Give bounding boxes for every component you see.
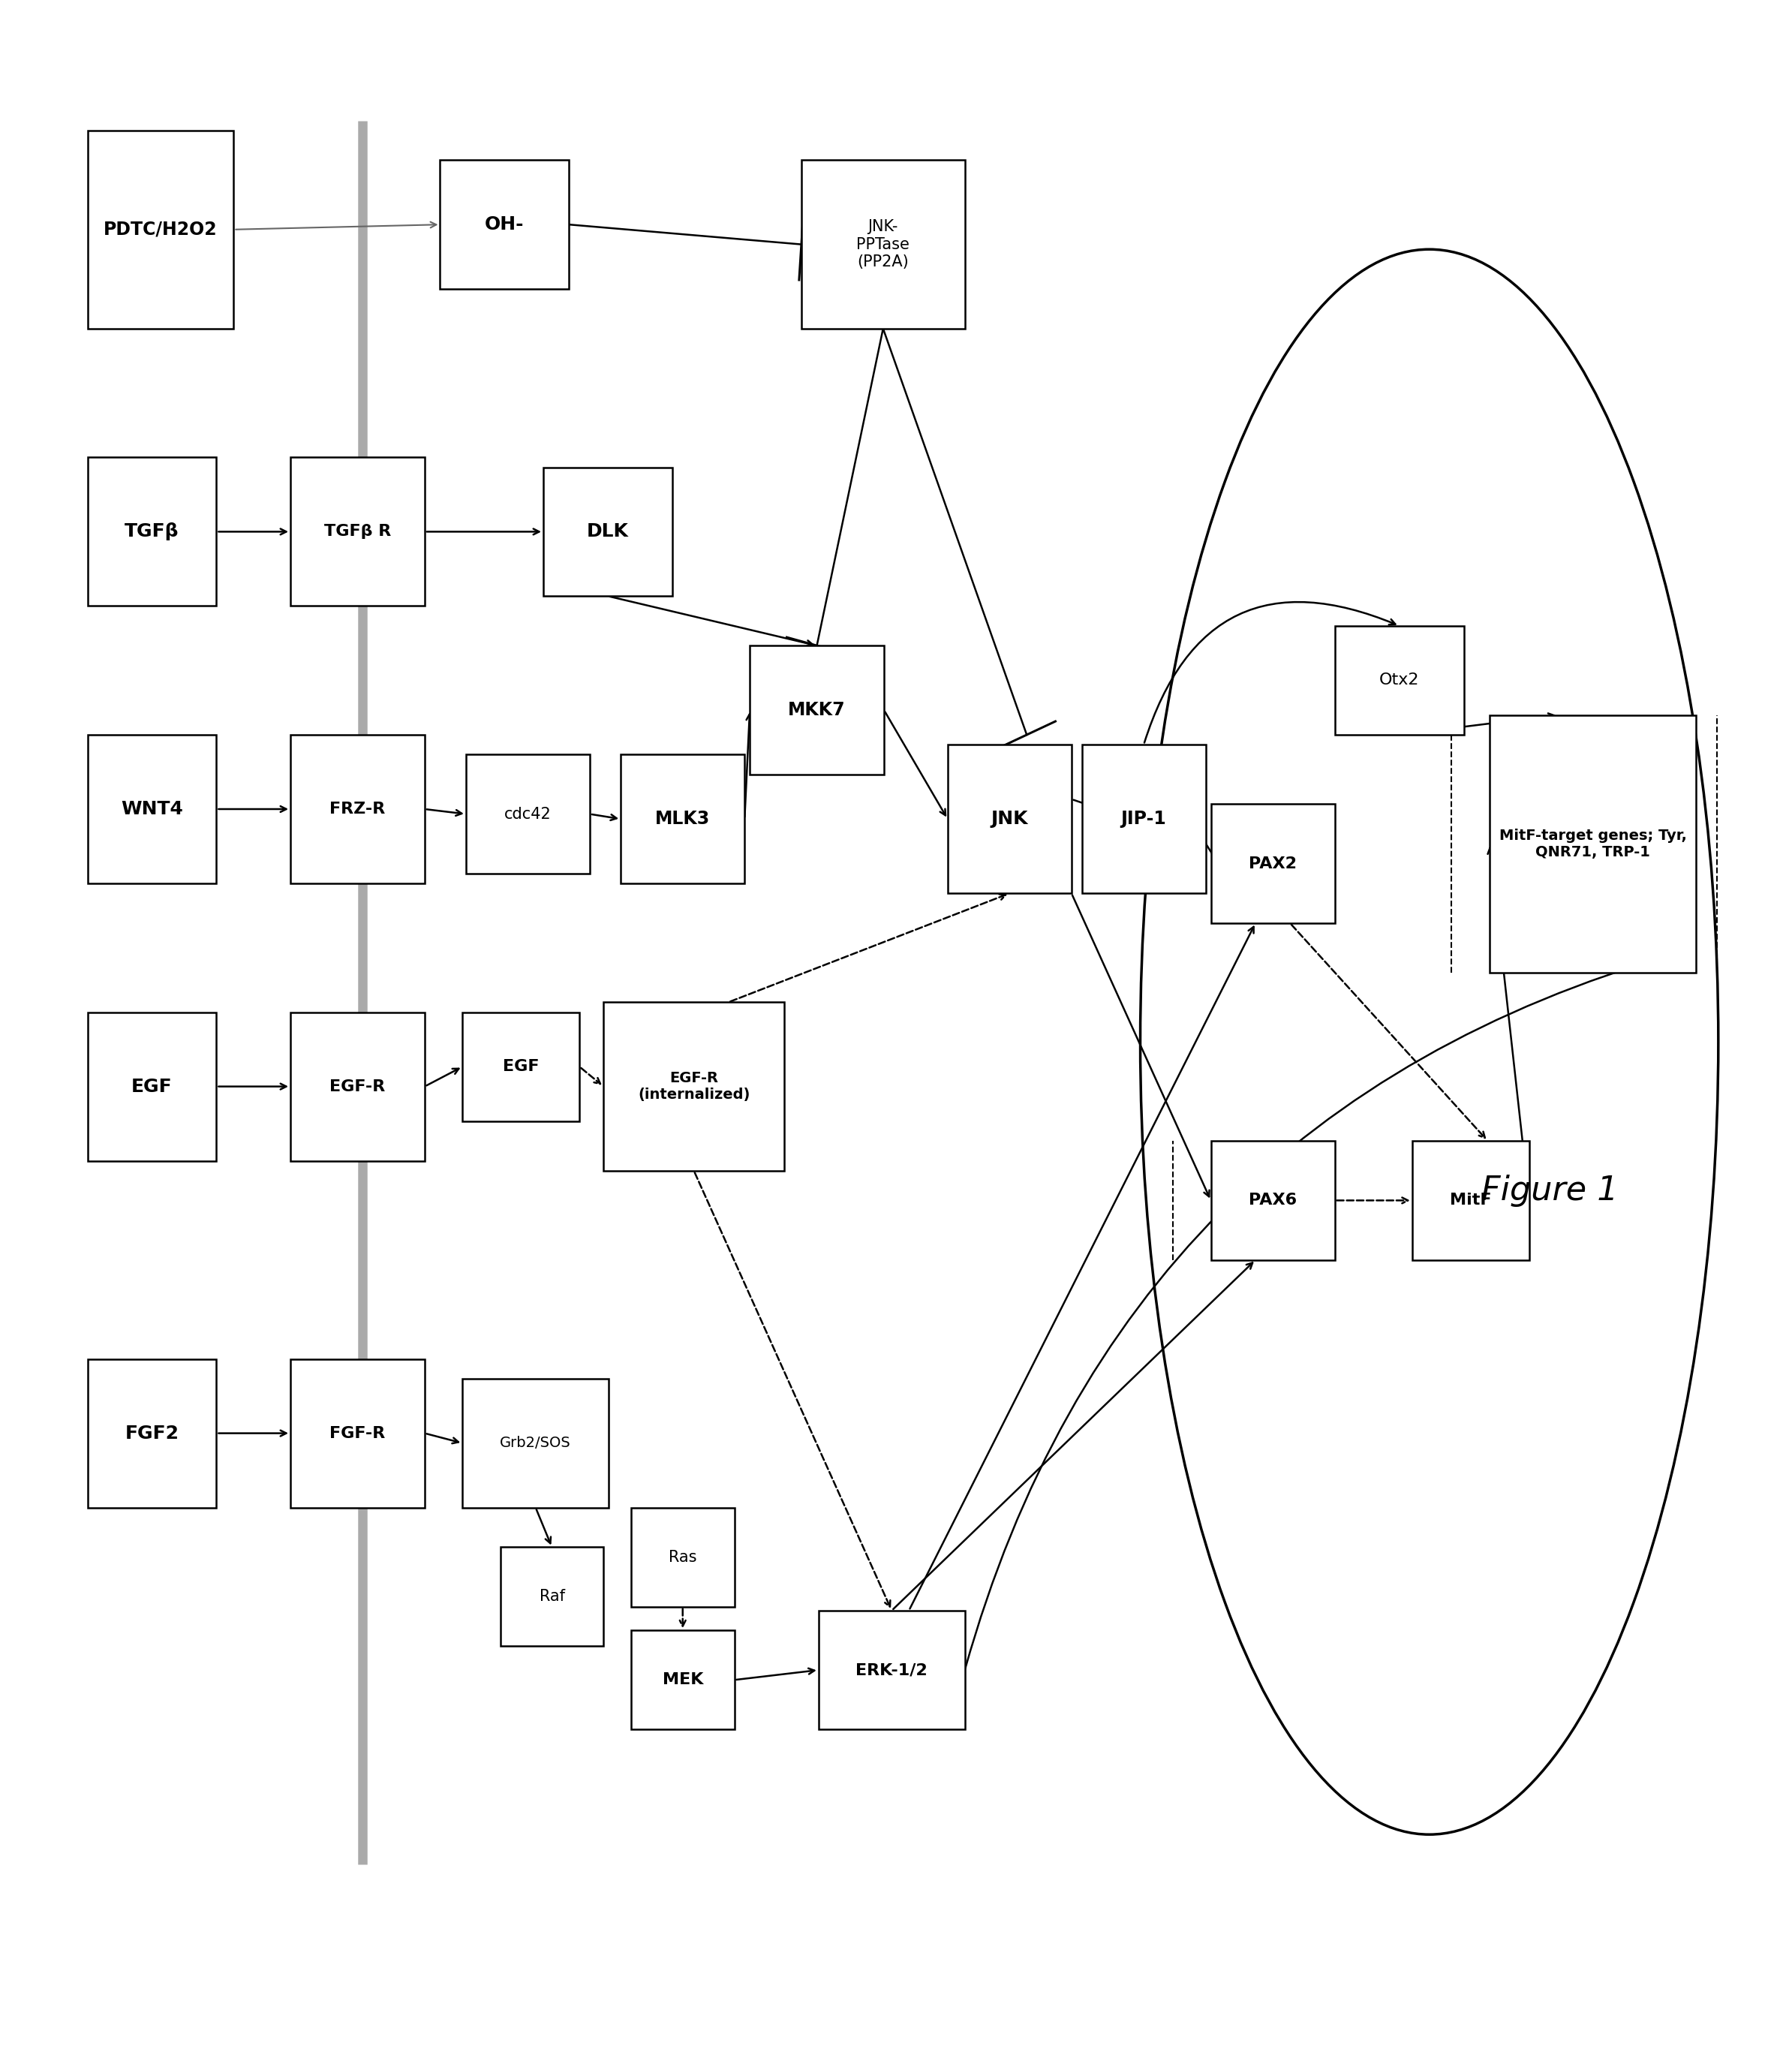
FancyBboxPatch shape [543,466,672,596]
FancyBboxPatch shape [801,161,964,328]
FancyBboxPatch shape [749,646,883,774]
Text: Grb2/SOS: Grb2/SOS [500,1437,572,1451]
FancyBboxPatch shape [466,755,590,873]
Text: Figure 1: Figure 1 [1482,1174,1618,1207]
Text: EGF-R
(internalized): EGF-R (internalized) [638,1071,749,1102]
FancyBboxPatch shape [1412,1141,1529,1259]
Text: cdc42: cdc42 [504,807,552,821]
Text: PAX2: PAX2 [1249,857,1297,871]
FancyBboxPatch shape [88,1358,217,1507]
Text: JIP-1: JIP-1 [1122,809,1167,828]
Text: TGFβ R: TGFβ R [324,524,391,539]
Text: JNK-
PPTase
(PP2A): JNK- PPTase (PP2A) [857,219,910,268]
FancyBboxPatch shape [290,458,425,607]
Text: FGF2: FGF2 [125,1424,179,1443]
FancyBboxPatch shape [631,1631,735,1730]
FancyBboxPatch shape [88,1011,217,1160]
FancyBboxPatch shape [290,1011,425,1160]
Text: FGF-R: FGF-R [330,1426,385,1441]
FancyBboxPatch shape [620,755,745,883]
FancyBboxPatch shape [88,130,233,328]
Text: FRZ-R: FRZ-R [330,801,385,817]
Text: MitF: MitF [1450,1193,1491,1207]
FancyBboxPatch shape [88,458,217,607]
FancyBboxPatch shape [441,161,570,289]
FancyBboxPatch shape [631,1507,735,1606]
FancyBboxPatch shape [948,745,1072,894]
Text: OH-: OH- [486,215,525,233]
Text: ERK-1/2: ERK-1/2 [857,1662,928,1678]
FancyBboxPatch shape [500,1548,604,1647]
FancyBboxPatch shape [290,1358,425,1507]
Text: PAX6: PAX6 [1249,1193,1297,1207]
Text: PDTC/H2O2: PDTC/H2O2 [104,221,217,239]
Text: Ras: Ras [668,1550,697,1565]
FancyBboxPatch shape [88,735,217,883]
Text: TGFβ: TGFβ [125,522,179,541]
Text: DLK: DLK [588,522,629,541]
Text: Otx2: Otx2 [1380,673,1419,687]
Text: MKK7: MKK7 [788,702,846,718]
FancyBboxPatch shape [462,1379,609,1507]
Text: JNK: JNK [991,809,1029,828]
Text: Raf: Raf [539,1589,564,1604]
Text: MitF-target genes; Tyr,
QNR71, TRP-1: MitF-target genes; Tyr, QNR71, TRP-1 [1498,828,1686,859]
Text: WNT4: WNT4 [120,801,183,817]
Text: MLK3: MLK3 [656,809,710,828]
Text: EGF: EGF [131,1077,172,1096]
FancyBboxPatch shape [1489,714,1695,972]
FancyBboxPatch shape [1211,1141,1335,1259]
Text: EGF: EGF [504,1059,539,1073]
Text: MEK: MEK [663,1672,702,1688]
Text: EGF-R: EGF-R [330,1079,385,1094]
FancyBboxPatch shape [290,735,425,883]
FancyBboxPatch shape [462,1011,579,1121]
FancyBboxPatch shape [1335,625,1464,735]
FancyBboxPatch shape [819,1610,964,1730]
FancyBboxPatch shape [1082,745,1206,894]
FancyBboxPatch shape [1211,805,1335,923]
FancyBboxPatch shape [604,1003,785,1170]
